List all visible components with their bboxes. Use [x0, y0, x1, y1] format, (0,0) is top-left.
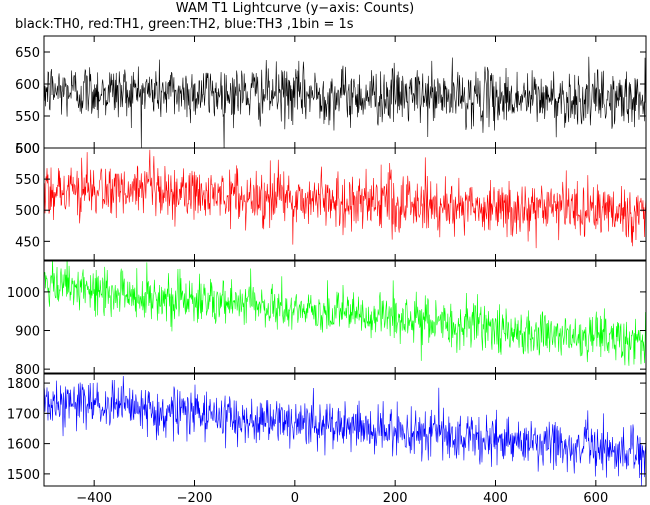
panels-group: 500 550 600 650 450 500 550 600 800 900 1000 1500 16… — [7, 35, 647, 487]
panel-th3: 1500 1600 1700 1800 — [7, 373, 647, 487]
y-tick-label: 1000 — [7, 286, 40, 301]
panel-frame — [43, 373, 647, 487]
y-tick-label: 500 — [15, 204, 40, 219]
y-tick-label: 800 — [15, 363, 40, 378]
chart-title: WAM T1 Lightcurve (y−axis: Counts) — [176, 1, 414, 16]
x-tick-label: 600 — [583, 491, 608, 505]
x-axis: −400 −200 0 200 400 600 — [76, 491, 608, 505]
y-tick-label: 600 — [15, 142, 40, 157]
panel-th2: 800 900 1000 — [7, 260, 647, 378]
series-line-th1 — [44, 149, 646, 249]
y-tick-label: 1700 — [7, 407, 40, 422]
series-line-th3 — [44, 375, 646, 486]
y-tick-label: 450 — [15, 235, 40, 250]
y-tick-label: 600 — [15, 78, 40, 93]
x-tick-label: −400 — [76, 491, 112, 505]
y-tick-label: 1600 — [7, 438, 40, 453]
x-tick-label: 200 — [383, 491, 408, 505]
panel-th0: 500 550 600 650 — [15, 35, 647, 157]
y-tick-label: 550 — [15, 110, 40, 125]
y-tick-label: 550 — [15, 173, 40, 188]
x-tick-label: 400 — [483, 491, 508, 505]
series-line-th2 — [44, 261, 646, 366]
x-tick-label: −200 — [177, 491, 213, 505]
y-tick-label: 1500 — [7, 468, 40, 483]
panel-th1: 450 500 550 600 — [15, 142, 647, 261]
x-tick-label: 0 — [291, 491, 299, 505]
y-tick-label: 1800 — [7, 377, 40, 392]
panel-frame — [43, 260, 647, 374]
y-tick-label: 650 — [15, 46, 40, 61]
y-tick-label: 500 — [15, 142, 40, 157]
chart-subtitle: black:TH0, red:TH1, green:TH2, blue:TH3 … — [15, 17, 354, 32]
panel-frame — [43, 147, 647, 261]
series-line-th0 — [44, 51, 646, 148]
y-tick-label: 900 — [15, 325, 40, 340]
